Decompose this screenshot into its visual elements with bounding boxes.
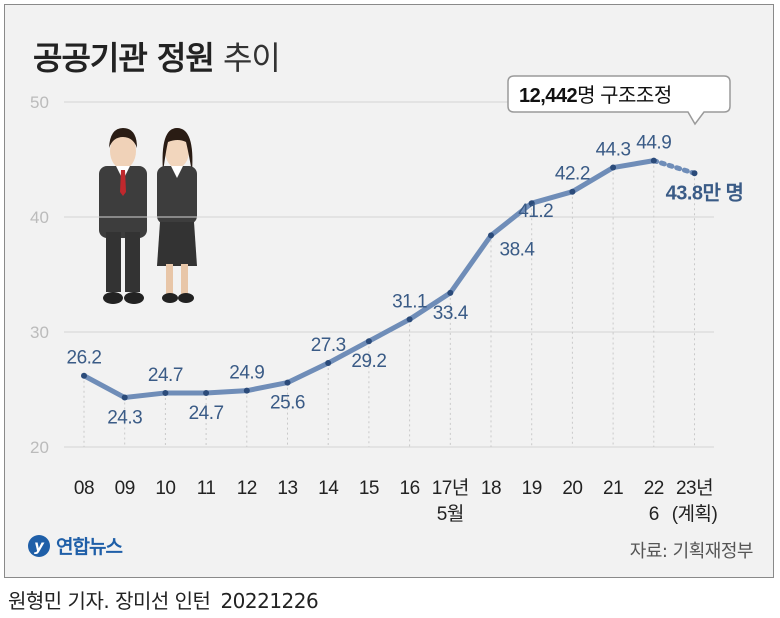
data-point [691, 170, 698, 177]
x-tick-label: 18 [481, 478, 501, 499]
planned-line [651, 158, 697, 176]
data-point [162, 389, 169, 396]
byline-date: 20221226 [220, 589, 319, 613]
data-point [447, 289, 454, 296]
byline-author: 원형민 기자. 장미선 인턴 [8, 589, 211, 613]
annotation-number: 12,442 [519, 85, 578, 107]
data-label: 42.2 [555, 164, 590, 185]
x-tick-label: 13 [277, 478, 297, 499]
data-label: 41.2 [518, 201, 553, 222]
data-label: 24.7 [148, 365, 183, 386]
byline: 원형민 기자. 장미선 인턴 20221226 [8, 585, 319, 614]
data-label: 38.4 [500, 239, 536, 260]
yonhap-logo-mark: y [28, 534, 50, 557]
x-tick-label: 21 [603, 478, 623, 499]
data-point [610, 164, 617, 171]
annotation-callout [507, 75, 731, 126]
x-tick-label: 19 [522, 478, 542, 499]
data-label: 24.9 [229, 363, 264, 384]
data-point [121, 394, 128, 401]
chart-title: 공공기관 정원 추이 [33, 33, 281, 79]
y-tick-label: 20 [30, 438, 49, 457]
source-note: 자료: 기획재정부 [629, 541, 754, 562]
x-tick-label: 23년 [676, 477, 713, 499]
annotation-label: 명 구조조정 [577, 84, 672, 107]
data-label: 44.9 [636, 133, 671, 154]
x-tick-label: 5월 [437, 503, 464, 525]
data-point [569, 188, 576, 195]
data-point [365, 338, 372, 345]
data-point [325, 360, 332, 367]
office-workers-illustration [99, 128, 197, 304]
x-tick-label: 16 [400, 478, 420, 499]
x-tick-label: 12 [237, 478, 257, 499]
annotation-text: 12,442명 구조조정 [519, 84, 672, 107]
data-label: 25.6 [270, 393, 305, 414]
title-bold: 공공기관 정원 [33, 39, 215, 77]
x-tick-label: 6 [649, 504, 659, 525]
data-point [203, 389, 210, 396]
data-point [650, 157, 657, 164]
y-tick-label: 50 [30, 93, 49, 112]
yonhap-logo: y 연합뉴스 [28, 532, 123, 559]
x-tick-label: 09 [115, 478, 135, 499]
x-tick-label: 20 [562, 478, 582, 499]
title-light: 추이 [222, 39, 281, 77]
x-tick-label: (계획) [672, 503, 718, 525]
data-label: 44.3 [596, 140, 631, 161]
data-point [81, 372, 87, 379]
x-tick-label: 14 [318, 478, 339, 499]
data-point [406, 316, 413, 323]
y-tick-label: 30 [30, 323, 49, 342]
y-tick-label: 40 [30, 208, 49, 227]
x-tick-label: 08 [74, 478, 94, 499]
data-label: 24.7 [189, 403, 224, 424]
data-label: 33.4 [433, 303, 469, 324]
data-point [284, 379, 291, 386]
x-tick-label: 10 [155, 478, 175, 499]
data-label: 43.8만 명 [666, 181, 744, 204]
data-point [488, 232, 494, 239]
data-label: 31.1 [392, 291, 427, 312]
data-label: 27.3 [311, 335, 346, 356]
yonhap-logo-text: 연합뉴스 [56, 536, 123, 558]
data-point [243, 387, 250, 394]
data-label: 29.2 [351, 351, 386, 372]
x-tick-label: 15 [359, 478, 379, 499]
data-label: 24.3 [107, 408, 142, 429]
data-point [528, 200, 535, 207]
data-label: 26.2 [67, 348, 102, 369]
x-tick-label: 11 [197, 478, 216, 499]
x-tick-label: 22 [644, 478, 664, 499]
x-tick-label: 17년 [432, 477, 469, 499]
